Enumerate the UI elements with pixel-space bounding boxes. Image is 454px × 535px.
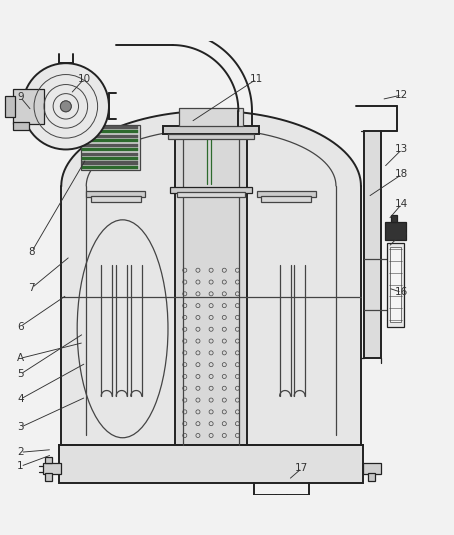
Bar: [257, 191, 316, 197]
Bar: [385, 222, 406, 240]
Text: 13: 13: [395, 144, 409, 155]
Bar: [175, 131, 247, 445]
Text: 12: 12: [395, 90, 409, 100]
Polygon shape: [61, 111, 361, 445]
Text: 5: 5: [17, 369, 24, 379]
Bar: [13, 122, 29, 131]
Bar: [82, 126, 138, 129]
Text: 8: 8: [29, 247, 35, 257]
Bar: [387, 242, 404, 326]
Bar: [82, 131, 138, 133]
Bar: [364, 131, 381, 358]
Text: 14: 14: [395, 199, 409, 209]
Text: 16: 16: [395, 287, 409, 297]
Text: 9: 9: [17, 92, 24, 102]
Bar: [82, 139, 138, 142]
Bar: [82, 157, 138, 160]
Text: 18: 18: [395, 170, 409, 179]
Text: 17: 17: [295, 463, 309, 473]
Bar: [391, 215, 397, 222]
Bar: [91, 196, 141, 202]
Text: 4: 4: [17, 394, 24, 404]
Bar: [5, 96, 15, 117]
Bar: [170, 187, 252, 193]
Bar: [368, 473, 375, 481]
Bar: [45, 457, 52, 463]
Bar: [45, 473, 52, 481]
Bar: [173, 26, 186, 32]
Bar: [86, 191, 145, 197]
Text: 10: 10: [78, 74, 90, 84]
Bar: [59, 445, 363, 483]
Text: 1: 1: [17, 461, 24, 471]
Bar: [163, 126, 259, 134]
Text: 6: 6: [17, 322, 24, 332]
Bar: [82, 166, 138, 169]
Bar: [13, 89, 44, 124]
Bar: [390, 247, 401, 322]
Text: 7: 7: [29, 283, 35, 293]
Text: A: A: [17, 353, 24, 363]
Circle shape: [23, 63, 109, 149]
Text: 3: 3: [17, 422, 24, 432]
Bar: [82, 152, 138, 156]
Bar: [179, 108, 243, 126]
Circle shape: [60, 101, 71, 112]
Text: 15: 15: [395, 228, 409, 239]
Bar: [261, 196, 311, 202]
Bar: [81, 125, 140, 170]
Bar: [168, 134, 254, 139]
Bar: [82, 144, 138, 147]
Text: 11: 11: [250, 74, 263, 84]
Bar: [82, 162, 138, 165]
Bar: [82, 148, 138, 151]
Bar: [177, 192, 245, 197]
Bar: [363, 463, 381, 474]
Text: 2: 2: [17, 447, 24, 457]
Bar: [43, 463, 61, 474]
Bar: [82, 135, 138, 138]
